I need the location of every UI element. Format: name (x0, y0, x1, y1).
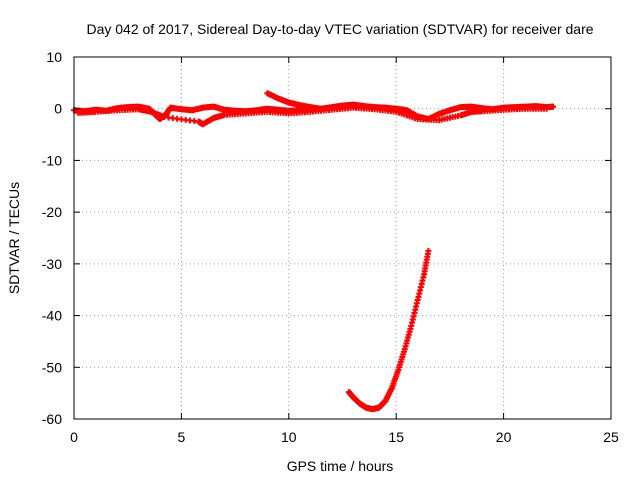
y-tick-label: -40 (42, 308, 62, 324)
y-tick-label: -30 (42, 256, 62, 272)
series-baseline-track-lower (75, 104, 550, 128)
data-point (550, 103, 557, 110)
tick-layer: 0 5 10 15 20 25 10 0 -10 -20 -30 -40 -50 -60 (42, 49, 619, 445)
x-tick-label: 15 (388, 429, 404, 445)
plot-frame (73, 56, 612, 420)
y-axis-label: SDTVAR / TECUs (6, 182, 22, 294)
y-tick-label: -60 (42, 411, 62, 427)
grid-layer (74, 57, 611, 419)
y-tick-label: -10 (42, 152, 62, 168)
x-tick-label: 10 (281, 429, 297, 445)
chart-title: Day 042 of 2017, Sidereal Day-to-day VTE… (86, 21, 593, 37)
x-tick-label: 0 (70, 429, 78, 445)
x-tick-label: 25 (603, 429, 619, 445)
data-point (425, 247, 432, 254)
y-tick-label: -50 (42, 359, 62, 375)
series-rising-spur (264, 90, 325, 112)
x-tick-label: 20 (496, 429, 512, 445)
y-tick-label: 0 (54, 101, 62, 117)
y-tick-label: 10 (46, 49, 62, 65)
y-tick-label: -20 (42, 204, 62, 220)
data-layer (71, 90, 557, 413)
series-dip-arc (345, 247, 432, 413)
data-point (318, 105, 325, 112)
data-point (543, 105, 550, 112)
x-axis-label: GPS time / hours (287, 458, 394, 474)
x-tick-label: 5 (178, 429, 186, 445)
